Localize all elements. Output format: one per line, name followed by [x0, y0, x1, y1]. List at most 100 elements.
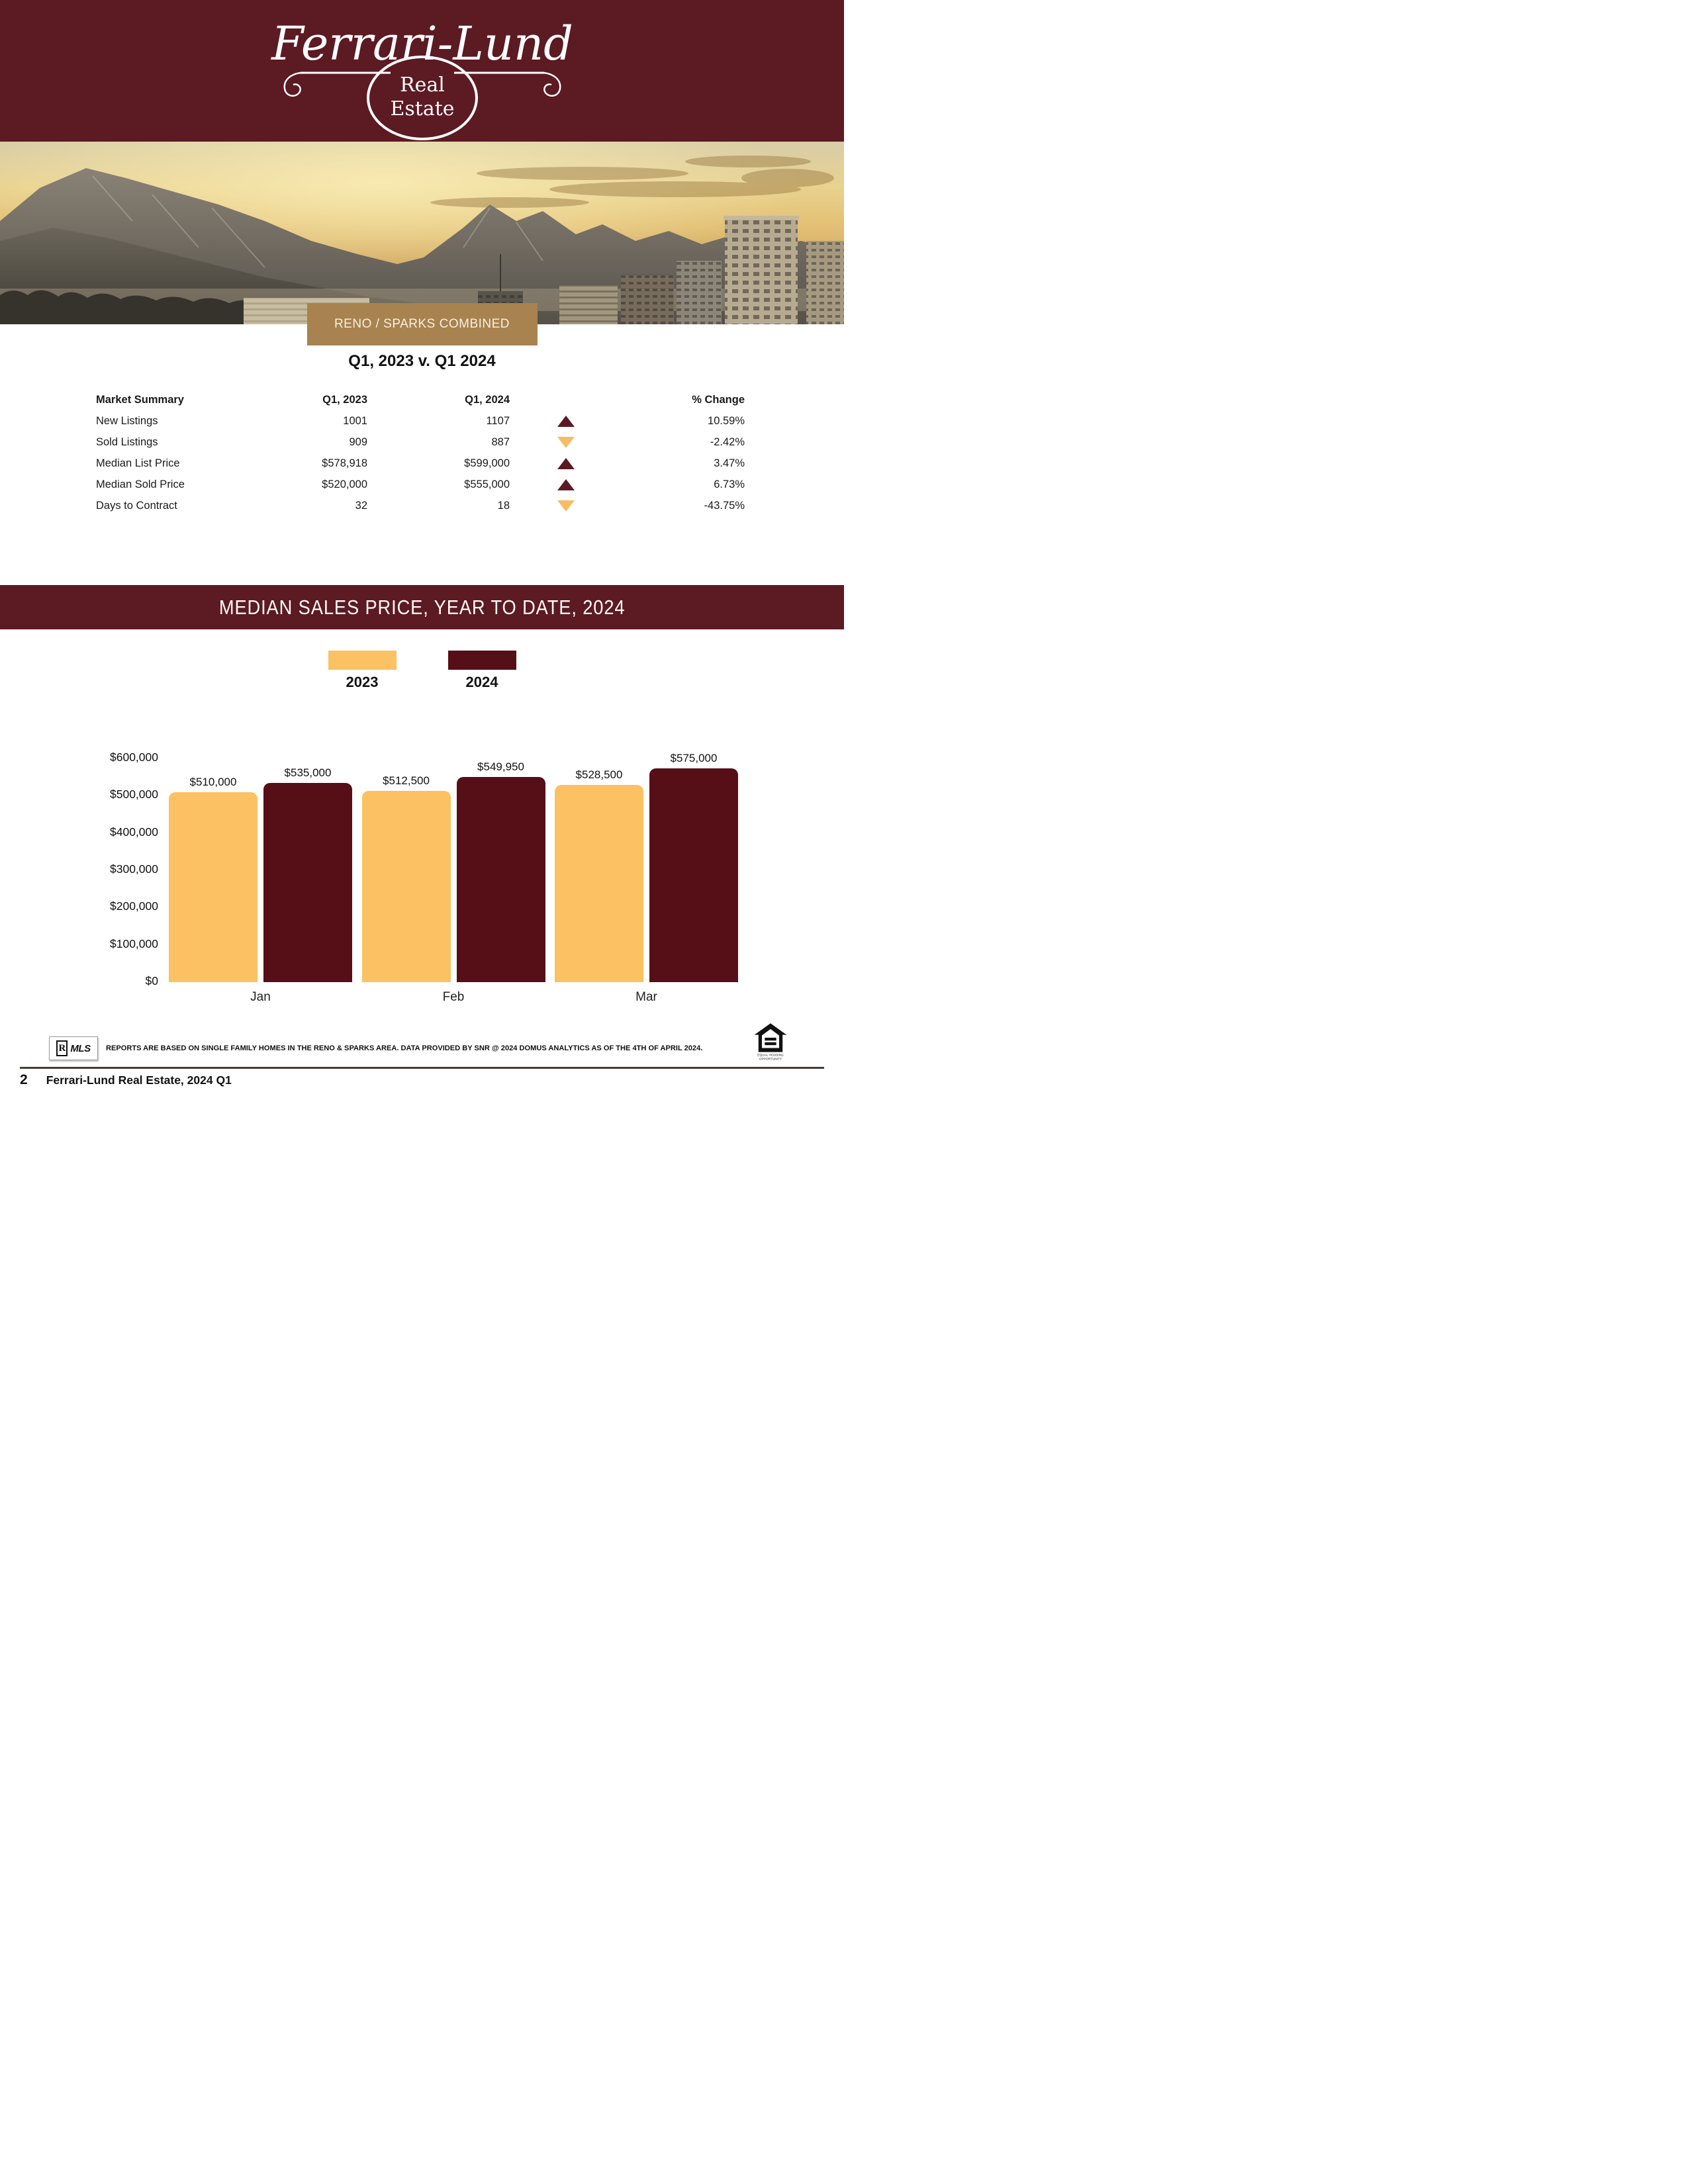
down-arrow-icon [557, 436, 575, 448]
bar-2023-Mar [555, 785, 643, 982]
bar-value-label: $549,950 [477, 760, 524, 774]
direction-cell [510, 478, 622, 490]
value-q1-2023: $578,918 [322, 457, 367, 469]
footer-title: Ferrari-Lund Real Estate, 2024 Q1 [46, 1073, 232, 1087]
snow-streaks [92, 175, 543, 268]
legend-swatch-2024 [447, 651, 516, 670]
legend-item-2024: 2024 [447, 651, 516, 691]
value-q1-2024: 1107 [486, 414, 510, 427]
up-arrow-icon [557, 415, 575, 427]
up-arrow-icon [557, 457, 575, 469]
equal-housing-logo: EQUAL HOUSING OPPORTUNITY [753, 1022, 788, 1065]
market-summary-table: Market Summary Q1, 2023 Q1, 2024 % Chang… [96, 389, 745, 516]
bar-2024-Jan [263, 782, 352, 982]
bar-column-2023-Feb: $512,500 [361, 752, 451, 982]
legend-item-2023: 2023 [328, 651, 397, 691]
bar-value-label: $510,000 [189, 775, 237, 788]
logo-script-text: Ferrari-Lund [270, 17, 573, 71]
bar-2023-Jan [169, 792, 258, 982]
comparison-title: Q1, 2023 v. Q1 2024 [348, 352, 496, 370]
direction-cell [510, 500, 622, 512]
value-q1-2023: 909 [349, 435, 367, 448]
table-row: New Listings 1001 1107 10.59% [96, 410, 745, 432]
table-row: Sold Listings 909 887 -2.42% [96, 432, 745, 453]
region-banner: RENO / SPARKS COMBINED [306, 303, 538, 345]
bar-column-2024-Mar: $575,000 [649, 752, 738, 982]
value-q1-2024: 887 [491, 435, 510, 448]
value-pct-change: 10.59% [708, 414, 745, 427]
value-q1-2023: 32 [355, 499, 367, 512]
direction-cell [510, 436, 622, 448]
value-q1-2023: 1001 [343, 414, 367, 427]
y-tick-label: $0 [145, 974, 158, 987]
row-label: Days to Contract [96, 499, 177, 512]
bar-2024-Mar [649, 768, 738, 982]
row-label: Median List Price [96, 457, 180, 469]
value-q1-2024: $599,000 [464, 457, 510, 469]
row-label: Sold Listings [96, 435, 158, 448]
bar-2024-Feb [456, 777, 545, 982]
svg-text:OPPORTUNITY: OPPORTUNITY [759, 1058, 782, 1062]
direction-cell [510, 457, 622, 469]
bar-column-2024-Jan: $535,000 [263, 752, 352, 982]
down-arrow-icon [557, 500, 575, 512]
legend-swatch-2023 [328, 651, 397, 670]
value-pct-change: -43.75% [704, 499, 745, 512]
x-axis-label: Mar [635, 990, 657, 1004]
chart-plot: $510,000 $535,000 Jan $512,500 $549,950 Feb $5… [162, 752, 745, 1004]
chart-banner: MEDIAN SALES PRICE, YEAR TO DATE, 2024 [0, 585, 844, 629]
footer-pageline: 2 Ferrari-Lund Real Estate, 2024 Q1 [20, 1072, 232, 1088]
table-header-row: Market Summary Q1, 2023 Q1, 2024 % Chang… [96, 389, 745, 410]
value-pct-change: 3.47% [714, 457, 745, 469]
eho-caption: EQUAL HOUSING [757, 1054, 784, 1058]
reno-skyline-photo [0, 142, 844, 324]
bar-value-label: $535,000 [284, 766, 332, 779]
table-row: Median List Price $578,918 $599,000 3.47% [96, 453, 745, 474]
bar-value-label: $528,500 [575, 768, 623, 782]
y-axis: $0 $100,000 $200,000 $300,000 $400,000 $500,0… [86, 751, 162, 987]
y-tick-label: $500,000 [110, 788, 158, 801]
value-pct-change: 6.73% [714, 478, 745, 490]
direction-cell [510, 415, 622, 427]
y-tick-label: $200,000 [110, 899, 158, 913]
value-q1-2023: $520,000 [322, 478, 367, 490]
header-market-summary: Market Summary [96, 393, 184, 406]
x-axis-label: Feb [442, 990, 465, 1004]
bar-value-label: $575,000 [670, 752, 718, 764]
y-tick-label: $300,000 [110, 862, 158, 876]
bar-group-Jan: $510,000 $535,000 Jan [169, 752, 352, 1004]
footer-divider [20, 1067, 824, 1069]
value-q1-2024: $555,000 [464, 478, 510, 490]
bar-value-label: $512,500 [383, 774, 430, 788]
bar-group-Mar: $528,500 $575,000 Mar [555, 752, 738, 1004]
page-number: 2 [20, 1072, 28, 1087]
bar-column-2023-Mar: $528,500 [555, 752, 643, 982]
bar-group-Feb: $512,500 $549,950 Feb [361, 752, 545, 1004]
y-tick-label: $400,000 [110, 825, 158, 839]
header-pct-change: % Change [692, 393, 745, 406]
y-tick-label: $600,000 [110, 751, 158, 764]
y-tick-label: $100,000 [110, 936, 158, 950]
mls-logo: R MLS [49, 1036, 98, 1060]
legend-label: 2024 [465, 674, 498, 690]
logo-oval-line2: Estate [390, 97, 454, 120]
realtor-r-icon: R [56, 1040, 68, 1056]
value-pct-change: -2.42% [710, 435, 745, 448]
x-axis-label: Jan [250, 990, 271, 1004]
median-sales-chart: $0 $100,000 $200,000 $300,000 $400,000 $500,0… [86, 751, 844, 1004]
table-row: Days to Contract 32 18 -43.75% [96, 495, 745, 516]
mls-logo-text: MLS [70, 1042, 91, 1054]
legend-label: 2023 [346, 674, 379, 690]
sunset-clouds [430, 156, 834, 208]
row-label: New Listings [96, 414, 158, 427]
bar-column-2024-Feb: $549,950 [456, 752, 545, 982]
table-row: Median Sold Price $520,000 $555,000 6.73% [96, 474, 745, 495]
brand-header: Ferrari-Lund Real Estate [0, 0, 844, 142]
logo-oval-line1: Real [400, 73, 445, 97]
report-disclaimer: REPORTS ARE BASED ON SINGLE FAMILY HOMES… [106, 1044, 703, 1052]
ferrari-lund-logo: Ferrari-Lund Real Estate [270, 17, 573, 140]
header-q1-2024: Q1, 2024 [465, 393, 510, 406]
chart-banner-title: MEDIAN SALES PRICE, YEAR TO DATE, 2024 [218, 595, 626, 619]
bar-column-2023-Jan: $510,000 [169, 752, 258, 982]
up-arrow-icon [557, 478, 575, 490]
